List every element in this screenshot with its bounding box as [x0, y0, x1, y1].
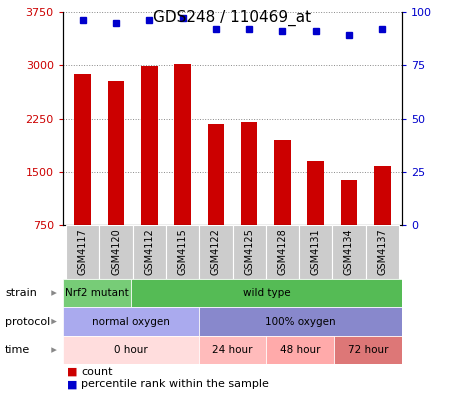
Bar: [332, 225, 365, 279]
Text: normal oxygen: normal oxygen: [92, 316, 170, 327]
Bar: [166, 225, 199, 279]
Text: 24 hour: 24 hour: [212, 345, 253, 355]
Text: GSM4112: GSM4112: [144, 228, 154, 276]
Text: 48 hour: 48 hour: [280, 345, 321, 355]
Bar: [299, 225, 332, 279]
Bar: [141, 66, 158, 225]
Bar: [374, 166, 391, 225]
Bar: [341, 180, 357, 225]
Text: GSM4117: GSM4117: [78, 228, 88, 276]
Text: GSM4137: GSM4137: [377, 228, 387, 276]
Text: time: time: [5, 345, 30, 355]
Bar: [274, 140, 291, 225]
Text: protocol: protocol: [5, 316, 50, 327]
Text: GDS248 / 110469_at: GDS248 / 110469_at: [153, 10, 312, 26]
Text: count: count: [81, 367, 113, 377]
Text: percentile rank within the sample: percentile rank within the sample: [81, 379, 269, 389]
Text: strain: strain: [5, 288, 37, 298]
Text: GSM4131: GSM4131: [311, 229, 321, 275]
Bar: [207, 124, 224, 225]
Text: 0 hour: 0 hour: [114, 345, 147, 355]
Bar: [100, 225, 133, 279]
Text: GSM4122: GSM4122: [211, 228, 221, 276]
Text: GSM4128: GSM4128: [278, 228, 287, 276]
Bar: [232, 225, 266, 279]
Text: 100% oxygen: 100% oxygen: [265, 316, 336, 327]
Bar: [108, 81, 124, 225]
Text: ■: ■: [67, 379, 78, 389]
Bar: [199, 225, 232, 279]
Bar: [74, 74, 91, 225]
Bar: [365, 225, 399, 279]
Bar: [266, 225, 299, 279]
Text: GSM4134: GSM4134: [344, 229, 354, 275]
Bar: [133, 225, 166, 279]
Text: GSM4115: GSM4115: [178, 228, 187, 276]
Bar: [241, 122, 258, 225]
Bar: [307, 161, 324, 225]
Text: ■: ■: [67, 367, 78, 377]
Text: GSM4120: GSM4120: [111, 228, 121, 276]
Text: 72 hour: 72 hour: [348, 345, 389, 355]
Text: GSM4125: GSM4125: [244, 228, 254, 276]
Text: wild type: wild type: [243, 288, 290, 298]
Bar: [66, 225, 100, 279]
Text: Nrf2 mutant: Nrf2 mutant: [65, 288, 129, 298]
Bar: [174, 64, 191, 225]
